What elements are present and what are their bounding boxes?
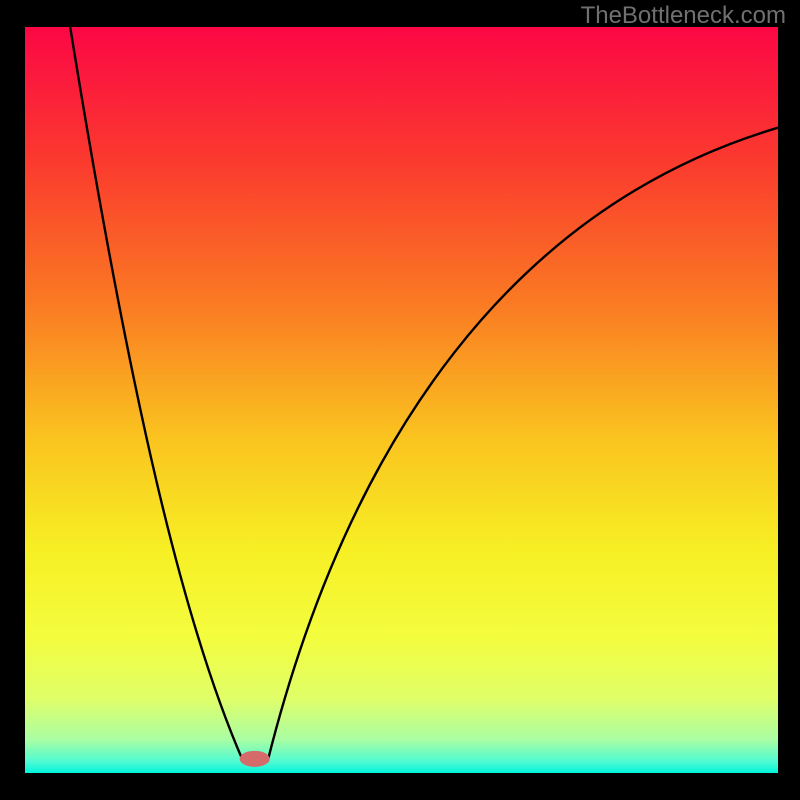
minimum-marker bbox=[240, 751, 270, 767]
attribution-text: TheBottleneck.com bbox=[581, 2, 786, 30]
bottleneck-chart bbox=[0, 0, 800, 800]
